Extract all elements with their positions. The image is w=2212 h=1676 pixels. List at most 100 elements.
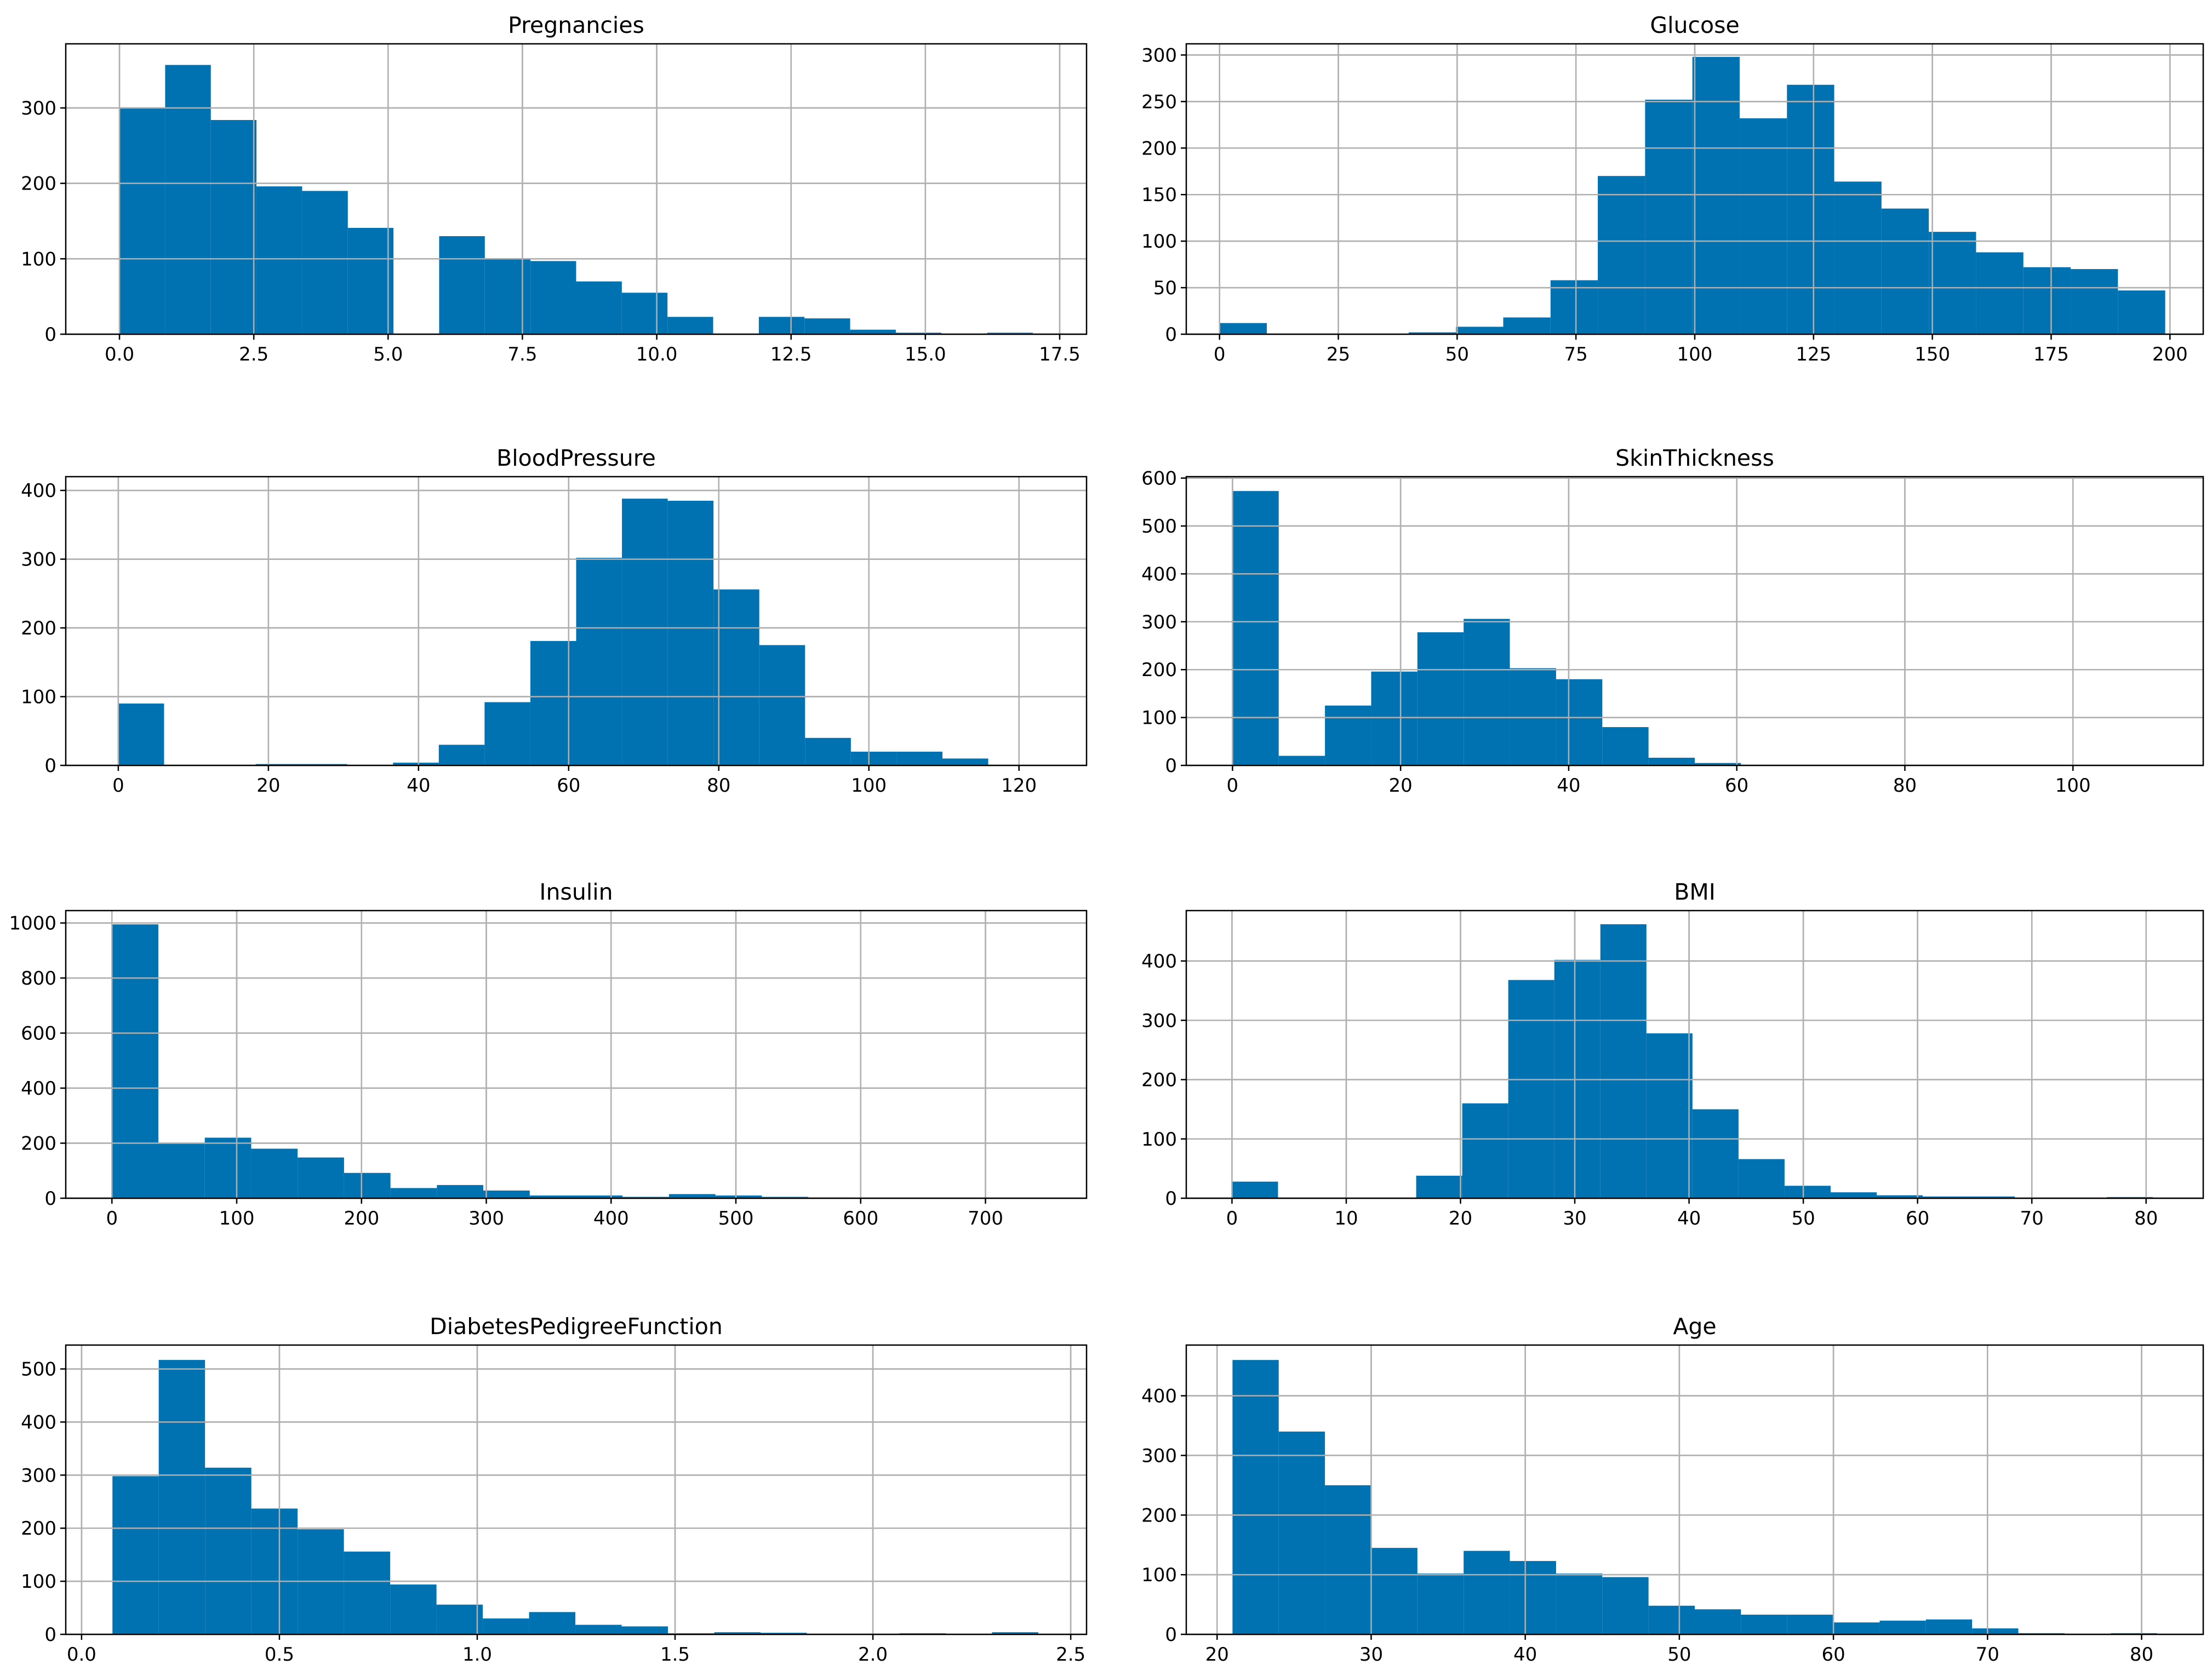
- histogram-bar: [1833, 1622, 1880, 1634]
- y-tick-label: 250: [1141, 91, 1177, 113]
- y-tick-label: 0: [1165, 324, 1177, 346]
- subplot-bmi: 0 10 20 30 40 50 60 70 80 0 100 200 300 400 BMI: [1141, 879, 2204, 1229]
- histogram-bar: [2023, 267, 2071, 334]
- x-tick-label: 125: [1796, 344, 1831, 365]
- histogram-bar: [210, 120, 257, 335]
- histogram-bar: [1464, 1551, 1510, 1634]
- x-tick-label: 75: [1564, 344, 1588, 365]
- histogram-bar: [529, 1612, 576, 1634]
- histogram-bar: [1645, 99, 1693, 334]
- histogram-bar: [390, 1188, 437, 1198]
- x-tick-label: 2.5: [1056, 1644, 1085, 1666]
- y-tick-label: 200: [1141, 659, 1177, 681]
- histogram-bar: [804, 318, 850, 334]
- histogram-bar: [758, 317, 805, 334]
- histogram-bar: [1879, 1620, 1926, 1634]
- y-tick-label: 0: [44, 755, 56, 777]
- histogram-bar: [713, 589, 759, 765]
- x-tick-label: 80: [2130, 1644, 2153, 1666]
- histogram-bar: [302, 191, 348, 334]
- x-tick-label: 80: [1893, 775, 1917, 797]
- x-tick-label: 20: [1449, 1208, 1472, 1229]
- subplot-title: SkinThickness: [1615, 445, 1774, 471]
- histogram-bar: [575, 1624, 622, 1634]
- subplot-skinthickness: 0 20 40 60 80 100 0 100 200 300 400 500 600 SkinThick…: [1141, 445, 2204, 797]
- histogram-bar: [1598, 176, 1645, 334]
- subplot-title: Glucose: [1650, 12, 1739, 38]
- histogram-bar: [668, 1194, 716, 1198]
- y-tick-label: 600: [1141, 468, 1177, 490]
- histogram-bar: [1972, 1628, 2019, 1634]
- x-tick-label: 15.0: [905, 344, 946, 365]
- histogram-bar: [622, 499, 668, 765]
- histogram-bar: [1371, 1548, 1417, 1634]
- x-tick-label: 40: [1557, 775, 1580, 797]
- histogram-bar: [1464, 619, 1510, 765]
- x-tick-label: 120: [1001, 775, 1037, 797]
- histogram-bar: [1232, 491, 1279, 765]
- histogram-bar: [760, 1633, 807, 1634]
- y-tick-label: 300: [1141, 1010, 1177, 1032]
- x-tick-label: 0: [1214, 344, 1226, 365]
- histogram-bar: [850, 329, 896, 334]
- histogram-bar: [759, 645, 805, 765]
- histogram-bar: [483, 1190, 530, 1198]
- histogram-bar: [158, 1360, 205, 1634]
- axes-frame: [65, 1344, 1088, 1635]
- x-tick-label: 30: [1563, 1208, 1586, 1229]
- y-tick-label: 600: [21, 1023, 56, 1045]
- y-tick-label: 0: [1165, 1624, 1177, 1646]
- histogram-bar: [1219, 323, 1267, 334]
- histogram-bar: [1741, 1615, 1787, 1634]
- y-tick-label: 500: [1141, 516, 1177, 537]
- subplot-title: Pregnancies: [508, 12, 644, 38]
- histogram-bar: [714, 1632, 761, 1634]
- histogram-bar: [1925, 1619, 1973, 1634]
- subplot-diabetespedigreefunction: 0.0 0.5 1.0 1.5 2.0 2.5 0 100 200 300 400 500 Diabet…: [21, 1313, 1088, 1666]
- histogram-bar: [1784, 1186, 1831, 1198]
- subplot-title: BloodPressure: [496, 445, 656, 471]
- subplot-title: BMI: [1674, 879, 1716, 905]
- x-tick-label: 175: [2033, 344, 2069, 365]
- histogram-bar: [530, 261, 576, 334]
- x-tick-label: 40: [1677, 1208, 1701, 1229]
- y-tick-label: 200: [21, 617, 56, 639]
- histogram-bar: [347, 227, 394, 334]
- histogram-bar: [1648, 758, 1695, 765]
- y-tick-label: 100: [1141, 1129, 1177, 1151]
- x-tick-label: 20: [256, 775, 280, 797]
- axes-frame: [65, 476, 1088, 767]
- x-tick-label: 70: [1976, 1644, 1999, 1666]
- histogram-bar: [667, 317, 713, 334]
- y-tick-label: 100: [1141, 1564, 1177, 1586]
- histogram-bar: [1692, 56, 1740, 335]
- x-tick-label: 10: [1334, 1208, 1358, 1229]
- histogram-bar: [205, 1467, 252, 1634]
- x-tick-label: 100: [2055, 775, 2091, 797]
- histogram-bar: [390, 1584, 437, 1634]
- histogram-bar: [483, 1618, 529, 1634]
- y-tick-label: 100: [1141, 231, 1177, 253]
- y-tick-label: 400: [21, 1078, 56, 1100]
- y-tick-label: 50: [1153, 277, 1177, 299]
- x-tick-label: 70: [2020, 1208, 2044, 1229]
- x-tick-label: 60: [1821, 1644, 1845, 1666]
- histogram-bar: [762, 1197, 809, 1198]
- histogram-bar: [529, 1195, 576, 1198]
- y-tick-label: 200: [21, 1133, 56, 1155]
- histogram-bar: [437, 1185, 484, 1198]
- x-tick-label: 7.5: [507, 344, 537, 365]
- subplot-age: 20 30 40 50 60 70 80 0 100 200 300 400 Age: [1141, 1313, 2204, 1666]
- x-tick-label: 0: [106, 1208, 118, 1229]
- axes-frame: [65, 909, 1088, 1199]
- histogram-bar: [1646, 1033, 1693, 1198]
- x-tick-label: 1.0: [462, 1644, 492, 1666]
- histogram-bar: [1325, 705, 1371, 765]
- histogram-bar: [622, 1197, 669, 1198]
- y-tick-label: 150: [1141, 184, 1177, 206]
- histogram-bar: [1738, 1159, 1785, 1198]
- x-tick-label: 500: [718, 1208, 754, 1229]
- histogram-bar: [436, 1604, 483, 1634]
- x-tick-label: 50: [1445, 344, 1469, 365]
- histogram-bar: [1739, 118, 1787, 334]
